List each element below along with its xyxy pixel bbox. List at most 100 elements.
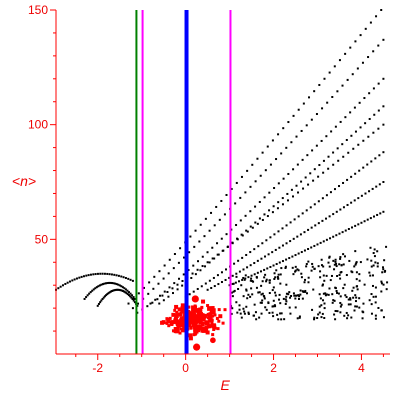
data-point <box>66 281 69 284</box>
data-point <box>334 258 337 261</box>
data-point <box>330 130 333 133</box>
data-point <box>111 289 114 292</box>
data-point <box>272 205 275 208</box>
data-point <box>358 101 361 104</box>
data-point <box>374 157 377 160</box>
data-point <box>234 281 237 284</box>
data-point <box>274 294 277 297</box>
data-point <box>369 274 372 277</box>
data-point <box>249 185 252 188</box>
data-point <box>321 219 324 222</box>
data-point <box>188 293 191 296</box>
data-point <box>372 215 375 218</box>
data-point <box>335 210 338 213</box>
data-point <box>344 116 347 119</box>
data-point <box>344 52 347 55</box>
data-point <box>294 254 297 257</box>
data-point <box>243 312 246 315</box>
y-axis-title: <n> <box>12 173 36 189</box>
data-point <box>278 261 281 264</box>
data-point <box>293 294 296 297</box>
data-point <box>362 302 365 305</box>
data-point <box>353 265 356 268</box>
data-point <box>256 222 259 225</box>
data-point <box>350 134 353 137</box>
data-point <box>100 283 103 286</box>
data-point <box>329 279 332 282</box>
data-point <box>265 308 268 311</box>
data-point <box>273 277 276 280</box>
data-point <box>252 314 255 317</box>
data-point <box>250 274 253 277</box>
data-point <box>127 294 130 297</box>
data-point <box>307 183 310 186</box>
data-point <box>134 297 137 300</box>
data-point <box>211 257 214 260</box>
data-point <box>176 283 179 286</box>
data-point <box>291 255 294 258</box>
data-point <box>292 168 295 171</box>
data-point <box>160 320 165 325</box>
data-point <box>132 296 135 299</box>
data-point <box>211 306 215 310</box>
data-point <box>275 269 278 272</box>
data-point <box>100 299 103 302</box>
data-point <box>158 302 161 305</box>
data-point <box>339 295 342 298</box>
data-point <box>73 278 76 281</box>
data-point <box>271 289 274 292</box>
data-point <box>176 288 179 291</box>
data-point <box>265 239 268 242</box>
data-point <box>120 285 123 288</box>
data-point <box>253 248 256 251</box>
data-point <box>282 127 285 130</box>
data-point <box>263 196 266 199</box>
data-point <box>258 217 261 220</box>
data-point <box>351 226 354 229</box>
data-point <box>261 218 264 221</box>
data-point <box>309 206 312 209</box>
data-point <box>332 213 335 216</box>
data-point <box>382 283 385 286</box>
data-point <box>305 209 308 212</box>
data-point <box>108 273 111 276</box>
data-point <box>217 253 220 256</box>
data-point <box>313 203 316 206</box>
data-point <box>200 285 203 288</box>
data-point <box>292 237 295 240</box>
data-point <box>340 270 343 273</box>
data-point <box>380 9 383 11</box>
data-point <box>289 240 292 243</box>
data-point <box>204 265 207 268</box>
data-point <box>129 278 132 281</box>
data-point <box>332 259 335 262</box>
data-point <box>263 297 266 300</box>
data-point <box>175 320 183 328</box>
data-point <box>284 298 287 301</box>
data-point <box>297 297 300 300</box>
data-point <box>307 276 310 279</box>
data-point <box>318 293 321 296</box>
data-point <box>345 311 348 314</box>
data-point <box>380 290 383 293</box>
data-point <box>108 281 111 284</box>
data-point <box>297 215 300 218</box>
data-point <box>356 67 359 70</box>
data-point <box>242 276 245 279</box>
data-point <box>241 278 244 281</box>
data-point <box>211 325 215 329</box>
data-point <box>273 187 276 190</box>
data-point <box>168 258 171 261</box>
data-point <box>357 197 360 200</box>
data-point <box>378 154 381 157</box>
data-point <box>249 295 252 298</box>
data-point <box>301 212 304 215</box>
data-point <box>89 291 92 294</box>
data-point <box>162 299 165 302</box>
data-point <box>231 274 234 277</box>
data-point <box>171 312 176 317</box>
data-point <box>362 166 365 169</box>
data-point <box>334 286 337 289</box>
data-point <box>335 265 338 268</box>
data-point <box>313 267 316 270</box>
